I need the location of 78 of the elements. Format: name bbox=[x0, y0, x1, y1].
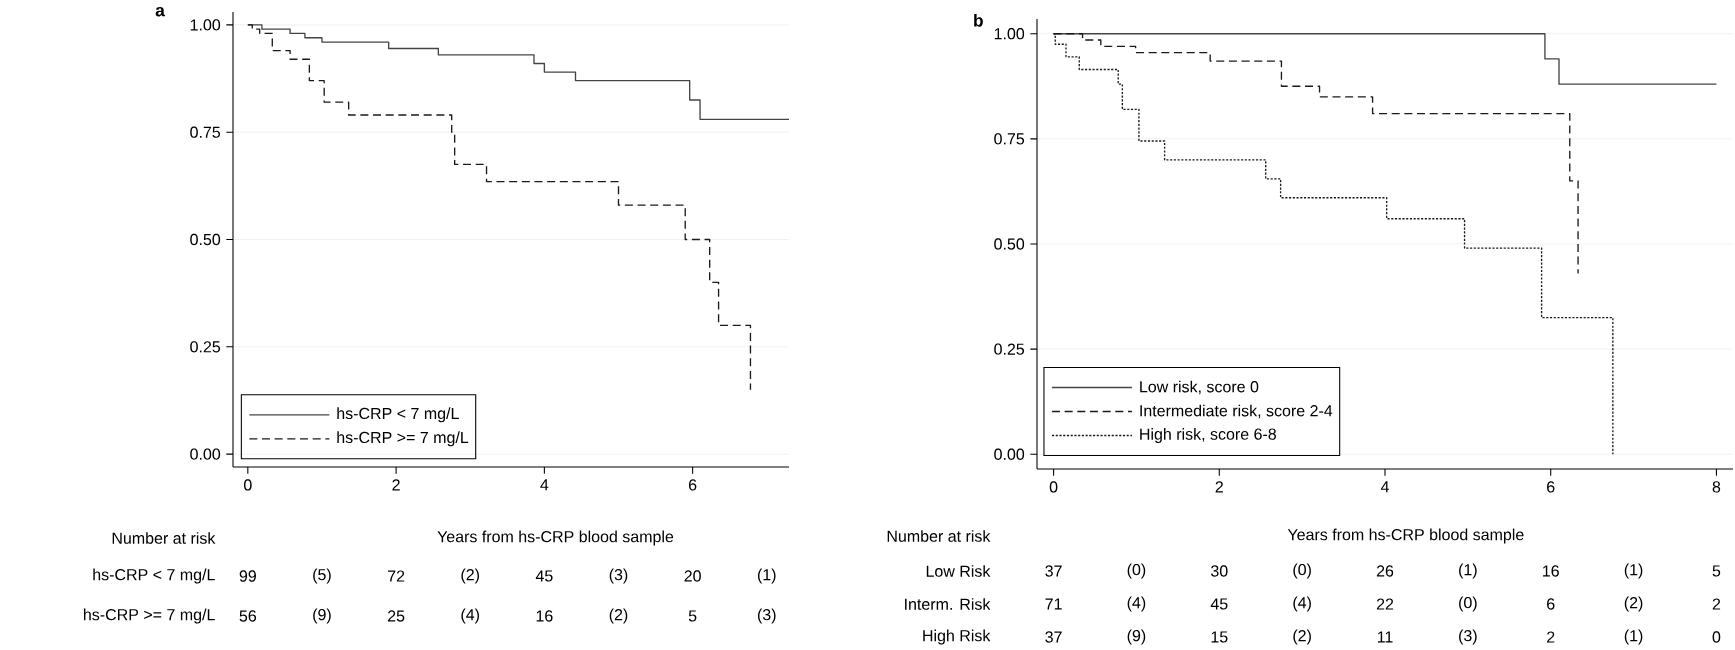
text: (2) bbox=[461, 568, 480, 584]
text: 22 bbox=[1376, 598, 1394, 610]
legend-label: Low risk, score 0 bbox=[1140, 380, 1259, 395]
text: (3) bbox=[757, 608, 776, 624]
y-tick-label: 0.00 bbox=[190, 448, 221, 460]
text: (9) bbox=[313, 608, 331, 624]
chart-title: b bbox=[974, 13, 983, 27]
text: 71 bbox=[1045, 598, 1062, 610]
legend-label: High risk, score 6-8 bbox=[1140, 428, 1276, 443]
text: (5) bbox=[313, 568, 331, 584]
text: (3) bbox=[1459, 629, 1477, 645]
text: 2 bbox=[1547, 631, 1555, 643]
text: 25 bbox=[387, 610, 405, 622]
y-tick-label: 0.00 bbox=[994, 448, 1025, 460]
text: 37 bbox=[1045, 565, 1062, 577]
legend-label: hs-CRP < 7 mg/L bbox=[337, 407, 459, 423]
x-tick-label: 2 bbox=[392, 479, 400, 491]
text: Interm. Risk bbox=[905, 598, 991, 610]
y-tick-label: 0.50 bbox=[994, 238, 1025, 250]
x-axis-title: Years from hs-CRP blood sample bbox=[1287, 528, 1524, 544]
text: Low Risk bbox=[926, 565, 991, 577]
text: 45 bbox=[1210, 598, 1228, 610]
text: 5 bbox=[1712, 565, 1721, 577]
x-tick-label: 6 bbox=[1547, 481, 1555, 493]
y-tick-label: 0.50 bbox=[190, 233, 221, 246]
text: (9) bbox=[1127, 629, 1146, 645]
text: 72 bbox=[388, 570, 405, 582]
x-tick-label: 6 bbox=[689, 479, 697, 491]
text: (4) bbox=[1127, 596, 1146, 612]
text: 45 bbox=[535, 570, 553, 582]
text: (2) bbox=[609, 608, 628, 624]
text: hs-CRP < 7 mg/L bbox=[93, 568, 215, 584]
text: 37 bbox=[1045, 631, 1062, 643]
y-tick-label: 0.75 bbox=[190, 126, 221, 138]
x-tick-label: 4 bbox=[1380, 481, 1389, 493]
text: 2 bbox=[1712, 598, 1721, 610]
x-tick-label: 0 bbox=[1049, 481, 1058, 493]
y-tick-label: 0.25 bbox=[190, 341, 221, 353]
text: (1) bbox=[1624, 629, 1643, 645]
chart-title: a bbox=[155, 6, 165, 17]
text: 16 bbox=[1543, 565, 1559, 577]
text: 16 bbox=[536, 610, 553, 622]
text: 56 bbox=[239, 610, 257, 622]
text: (0) bbox=[1459, 596, 1477, 612]
text: (2) bbox=[1293, 629, 1311, 645]
text: (4) bbox=[461, 608, 480, 624]
text: Number at risk bbox=[887, 530, 991, 542]
legend-label: hs-CRP >= 7 mg/L bbox=[337, 431, 469, 447]
y-tick-label: 0.25 bbox=[994, 343, 1025, 355]
y-tick-label: 1.00 bbox=[994, 28, 1025, 40]
y-tick-label: 0.75 bbox=[994, 133, 1025, 145]
text: High Risk bbox=[923, 629, 991, 645]
text: (2) bbox=[1624, 596, 1643, 612]
text: 15 bbox=[1211, 631, 1228, 643]
text: (1) bbox=[757, 568, 776, 584]
text: (3) bbox=[609, 568, 628, 584]
text: (0) bbox=[1127, 563, 1146, 579]
x-tick-label: 2 bbox=[1215, 481, 1223, 493]
y-tick-label: 1.00 bbox=[190, 19, 221, 31]
legend-label: Intermediate risk, score 2-4 bbox=[1140, 404, 1333, 419]
text: (0) bbox=[1293, 563, 1311, 579]
text: hs-CRP >= 7 mg/L bbox=[84, 608, 215, 624]
text: 6 bbox=[1547, 598, 1555, 610]
text: (1) bbox=[1459, 563, 1477, 579]
text: 11 bbox=[1377, 631, 1393, 643]
x-axis-title: Years from hs-CRP blood sample bbox=[437, 530, 674, 546]
text: (1) bbox=[1624, 563, 1643, 579]
text: Number at risk bbox=[112, 532, 216, 544]
x-tick-label: 4 bbox=[540, 479, 549, 491]
x-tick-label: 0 bbox=[244, 479, 252, 491]
text: 5 bbox=[688, 610, 697, 622]
text: 0 bbox=[1712, 631, 1721, 643]
text: 30 bbox=[1211, 565, 1228, 577]
text: 20 bbox=[684, 570, 701, 582]
text: (4) bbox=[1293, 596, 1311, 612]
text: 99 bbox=[239, 570, 256, 582]
x-tick-label: 8 bbox=[1712, 481, 1721, 493]
text: 26 bbox=[1376, 565, 1394, 577]
